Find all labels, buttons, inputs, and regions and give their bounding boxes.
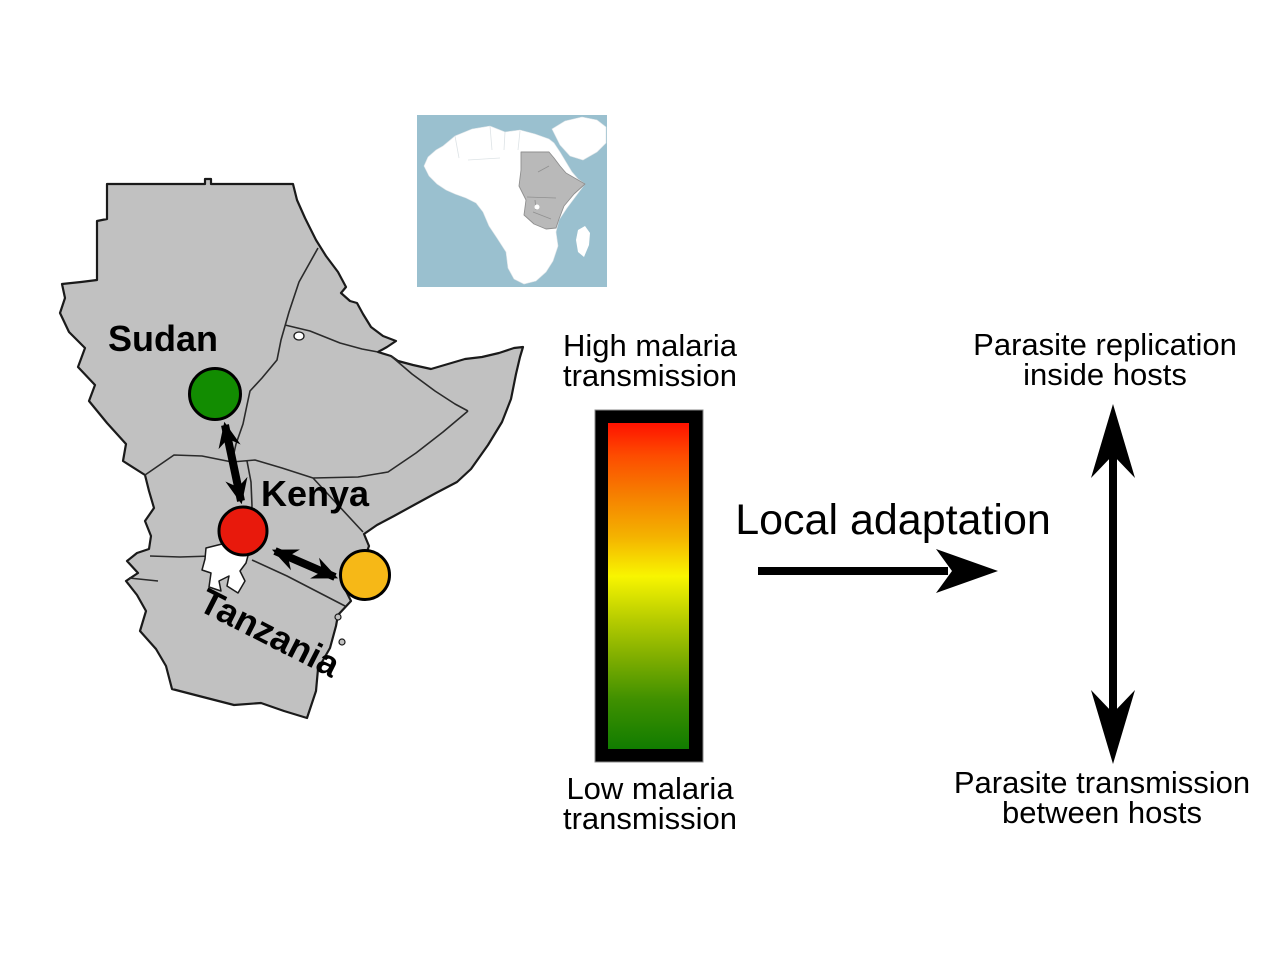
low-transmission-label: Low malaria transmission xyxy=(563,771,737,836)
tradeoff-arrow-head-up xyxy=(1091,404,1135,478)
local-adaptation-arrow-head xyxy=(936,549,998,593)
parasite-replication-label: Parasite replication inside hosts xyxy=(973,327,1237,392)
tradeoff-arrow-head-down xyxy=(1091,690,1135,764)
gradient-bar-fill xyxy=(608,423,689,749)
africa-inset-map xyxy=(417,115,607,287)
island xyxy=(338,638,346,646)
local-adaptation-label: Local adaptation xyxy=(735,496,1051,544)
high-transmission-label: High malaria transmission xyxy=(562,328,737,393)
sudan-kenya-arrow xyxy=(218,421,248,505)
inset-faint-borders xyxy=(454,125,521,161)
lake-tana xyxy=(293,331,305,341)
island xyxy=(334,613,342,621)
malaria-gradient-bar xyxy=(594,409,704,763)
parasite-transmission-label: Parasite transmission between hosts xyxy=(953,765,1251,830)
sudan-site-dot xyxy=(188,367,242,421)
inset-arabia xyxy=(551,116,607,161)
east-africa-map xyxy=(58,177,525,720)
kenya-label: Kenya xyxy=(261,473,370,514)
kenya-site-dot xyxy=(217,505,269,557)
local-adaptation-arrow-shaft xyxy=(758,567,948,575)
sudan-label: Sudan xyxy=(108,318,219,359)
inset-madagascar xyxy=(576,226,590,257)
coastal-site-dot xyxy=(339,549,391,601)
inset-highlight-region xyxy=(518,151,586,230)
local-adaptation-arrow xyxy=(758,549,998,593)
tradeoff-double-arrow xyxy=(1091,404,1135,764)
kenya-coast-arrow xyxy=(271,547,339,581)
tradeoff-arrow-shaft xyxy=(1109,453,1117,715)
inset-lake-victoria xyxy=(534,204,540,210)
inset-region-borders xyxy=(526,165,557,220)
